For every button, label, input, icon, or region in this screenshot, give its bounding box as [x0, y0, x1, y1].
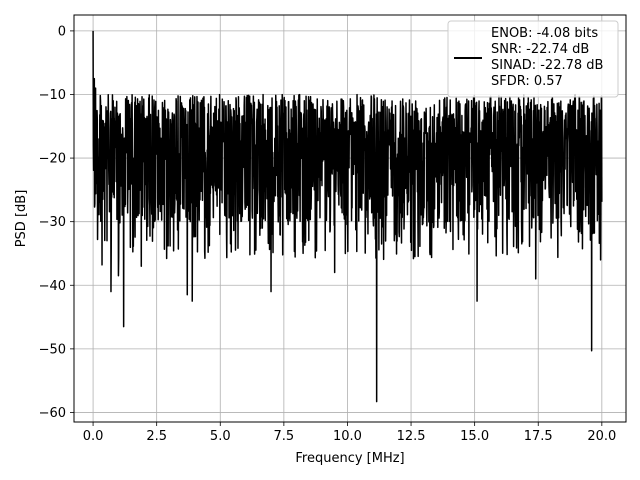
legend-enob: ENOB: -4.08 bits — [491, 26, 598, 41]
legend-sinad: SINAD: -22.78 dB — [491, 58, 603, 73]
y-tick-label: 0 — [58, 24, 66, 39]
y-tick-label: −60 — [39, 406, 66, 421]
y-tick-label: −30 — [39, 215, 66, 230]
psd-series — [92, 30, 603, 403]
x-tick-label: 12.5 — [397, 429, 426, 444]
x-tick-label: 7.5 — [274, 429, 295, 444]
y-tick-label: −40 — [39, 279, 66, 294]
legend-box — [447, 20, 619, 98]
x-tick-label: 0.0 — [83, 429, 104, 444]
y-tick-label: −10 — [39, 88, 66, 103]
plot-frame — [73, 14, 627, 423]
x-tick-label: 17.5 — [524, 429, 553, 444]
legend-snr: SNR: -22.74 dB — [491, 42, 589, 57]
x-tick-label: 10.0 — [333, 429, 362, 444]
x-tick-label: 20.0 — [587, 429, 616, 444]
y-axis-ticks: 0 −10 −20 −30 −40 −50 −60 — [39, 24, 74, 421]
x-tick-label: 2.5 — [146, 429, 167, 444]
x-tick-label: 5.0 — [210, 429, 231, 444]
psd-line — [92, 30, 603, 403]
legend-sfdr: SFDR: 0.57 — [491, 74, 563, 89]
y-tick-label: −50 — [39, 342, 66, 357]
y-tick-label: −20 — [39, 152, 66, 167]
x-tick-label: 15.0 — [460, 429, 489, 444]
legend: ENOB: -4.08 bits SNR: -22.74 dB SINAD: -… — [447, 20, 619, 98]
x-axis-ticks: 0.0 2.5 5.0 7.5 10.0 12.5 15.0 17.5 20.0 — [83, 422, 616, 444]
x-axis-label: Frequency [MHz] — [295, 451, 404, 466]
y-axis-label: PSD [dB] — [14, 190, 29, 248]
